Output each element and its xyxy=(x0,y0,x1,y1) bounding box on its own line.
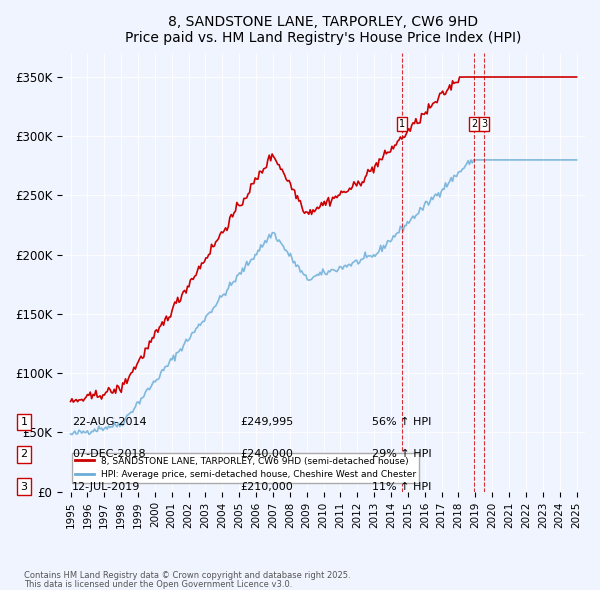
Text: 2: 2 xyxy=(20,450,28,459)
Legend: 8, SANDSTONE LANE, TARPORLEY, CW6 9HD (semi-detached house), HPI: Average price,: 8, SANDSTONE LANE, TARPORLEY, CW6 9HD (s… xyxy=(72,453,419,483)
Text: 22-AUG-2014: 22-AUG-2014 xyxy=(72,417,146,427)
Text: 12-JUL-2019: 12-JUL-2019 xyxy=(72,482,140,491)
Text: £210,000: £210,000 xyxy=(240,482,293,491)
Text: 2: 2 xyxy=(471,119,478,129)
Text: 1: 1 xyxy=(399,119,405,129)
Text: 07-DEC-2018: 07-DEC-2018 xyxy=(72,450,146,459)
Text: £240,000: £240,000 xyxy=(240,450,293,459)
Text: 56% ↑ HPI: 56% ↑ HPI xyxy=(372,417,431,427)
Text: 3: 3 xyxy=(481,119,487,129)
Text: 3: 3 xyxy=(20,482,28,491)
Text: 29% ↑ HPI: 29% ↑ HPI xyxy=(372,450,431,459)
Text: This data is licensed under the Open Government Licence v3.0.: This data is licensed under the Open Gov… xyxy=(24,579,292,589)
Text: 1: 1 xyxy=(20,417,28,427)
Text: £249,995: £249,995 xyxy=(240,417,293,427)
Text: 11% ↑ HPI: 11% ↑ HPI xyxy=(372,482,431,491)
Text: Contains HM Land Registry data © Crown copyright and database right 2025.: Contains HM Land Registry data © Crown c… xyxy=(24,571,350,580)
Title: 8, SANDSTONE LANE, TARPORLEY, CW6 9HD
Price paid vs. HM Land Registry's House Pr: 8, SANDSTONE LANE, TARPORLEY, CW6 9HD Pr… xyxy=(125,15,522,45)
